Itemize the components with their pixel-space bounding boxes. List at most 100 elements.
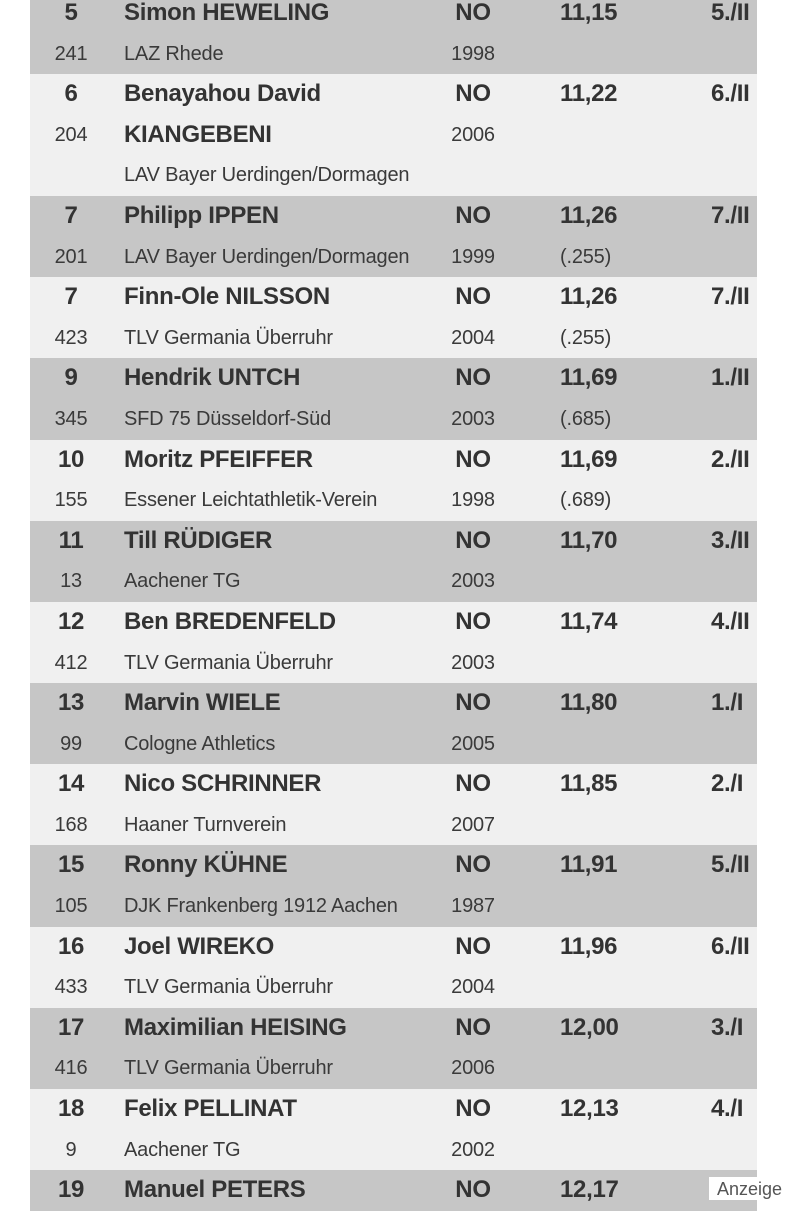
place: 17 xyxy=(30,1008,112,1049)
bib-number: 155 xyxy=(30,480,112,521)
athlete-name: Nico SCHRINNER xyxy=(124,764,321,805)
birth-year: 2003 xyxy=(440,399,506,440)
nation: NO xyxy=(440,845,506,886)
place: 9 xyxy=(30,358,112,399)
result-row-main-line: 10 Moritz PFEIFFER NO 11,69 2./II xyxy=(30,440,757,481)
birth-year: 2006 xyxy=(440,115,506,156)
club-name: LAV Bayer Uerdingen/Dormagen xyxy=(124,155,409,196)
birth-year: 2004 xyxy=(440,318,506,359)
result-time: 11,96 xyxy=(560,927,617,968)
birth-year: 2005 xyxy=(440,724,506,765)
bib-number: 345 xyxy=(30,399,112,440)
heat-place: 3./I xyxy=(711,1008,743,1049)
nation: NO xyxy=(440,1089,506,1130)
club-name: Cologne Athletics xyxy=(124,724,275,765)
club-name: Aachener TG xyxy=(124,1130,240,1171)
athlete-name: Simon HEWELING xyxy=(124,0,329,34)
nation: NO xyxy=(440,683,506,724)
club-name: SFD 75 Düsseldorf-Süd xyxy=(124,399,331,440)
nation: NO xyxy=(440,927,506,968)
place: 16 xyxy=(30,927,112,968)
result-time: 12,13 xyxy=(560,1089,619,1130)
athlete-name: Ben BREDENFELD xyxy=(124,602,336,643)
heat-place: 2./I xyxy=(711,764,743,805)
nation: NO xyxy=(440,74,506,115)
birth-year: 2002 xyxy=(440,1130,506,1171)
athlete-name: Hendrik UNTCH xyxy=(124,358,300,399)
result-time: 11,74 xyxy=(560,602,617,643)
result-time: 11,26 xyxy=(560,196,617,237)
nation: NO xyxy=(440,1170,506,1211)
result-row: 10 Moritz PFEIFFER NO 11,69 2./II 155 Essener … xyxy=(30,440,757,521)
place: 11 xyxy=(30,521,112,562)
club-name: Essener Leichtathletik-Verein xyxy=(124,480,377,521)
place: 5 xyxy=(30,0,112,34)
result-time: 11,69 xyxy=(560,358,617,399)
nation: NO xyxy=(440,440,506,481)
club-name: LAZ Rhede xyxy=(124,34,223,75)
bib-number: 13 xyxy=(30,561,112,602)
club-name: LAV Bayer Uerdingen/Dormagen xyxy=(124,237,409,278)
place: 6 xyxy=(30,74,112,115)
heat-place: 4./I xyxy=(711,1089,743,1130)
athlete-name: Manuel PETERS xyxy=(124,1170,305,1211)
place: 18 xyxy=(30,1089,112,1130)
reaction-note: (.685) xyxy=(560,399,611,440)
result-time: 12,00 xyxy=(560,1008,619,1049)
place: 10 xyxy=(30,440,112,481)
nation: NO xyxy=(440,358,506,399)
result-time: 11,69 xyxy=(560,440,617,481)
birth-year: 2007 xyxy=(440,805,506,846)
athlete-name: Moritz PFEIFFER xyxy=(124,440,313,481)
birth-year: 2003 xyxy=(440,643,506,684)
result-time: 12,17 xyxy=(560,1170,619,1211)
result-time: 11,22 xyxy=(560,74,617,115)
athlete-name-continued: KIANGEBENI xyxy=(124,115,272,156)
athlete-name: Joel WIREKO xyxy=(124,927,274,968)
birth-year: 1987 xyxy=(440,886,506,927)
athlete-name: Maximilian HEISING xyxy=(124,1008,347,1049)
club-name: DJK Frankenberg 1912 Aachen xyxy=(124,886,398,927)
result-time: 11,26 xyxy=(560,277,617,318)
heat-place: 6./II xyxy=(711,74,750,115)
club-name: TLV Germania Überruhr xyxy=(124,318,333,359)
heat-place: 1./I xyxy=(711,683,743,724)
birth-year: 2003 xyxy=(440,561,506,602)
club-name: TLV Germania Überruhr xyxy=(124,967,333,1008)
place: 7 xyxy=(30,277,112,318)
heat-place: 2./II xyxy=(711,440,750,481)
club-name: Aachener TG xyxy=(124,561,240,602)
nation: NO xyxy=(440,277,506,318)
heat-place: 4./II xyxy=(711,602,750,643)
athlete-name: Marvin WIELE xyxy=(124,683,280,724)
bib-number: 241 xyxy=(30,34,112,75)
bib-number: 433 xyxy=(30,967,112,1008)
result-row-detail-line: 345 SFD 75 Düsseldorf-Süd 2003 (.685) xyxy=(30,399,757,440)
place: 14 xyxy=(30,764,112,805)
birth-year: 2006 xyxy=(440,1048,506,1089)
